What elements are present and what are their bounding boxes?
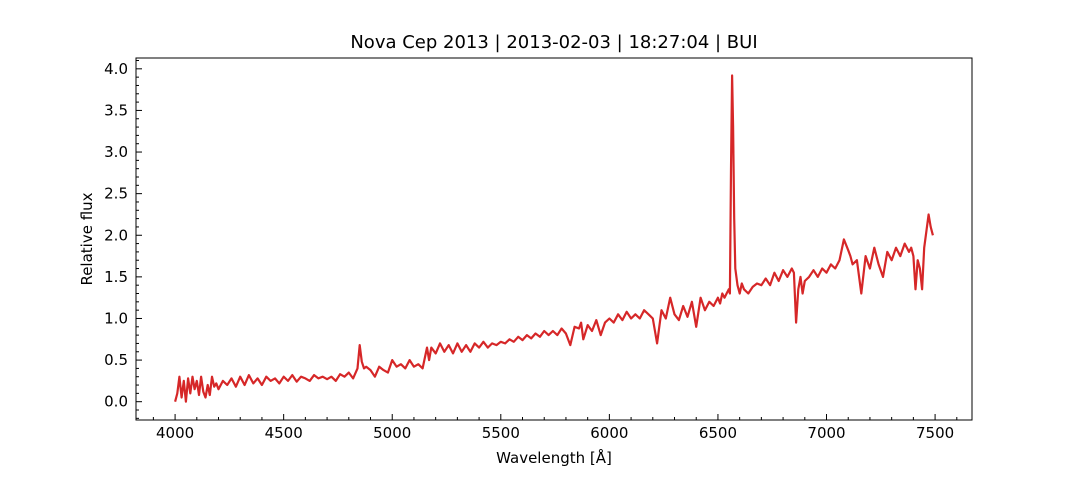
y-axis-label: Relative flux [78,192,96,285]
x-tick-label: 7500 [916,424,954,442]
x-tick-label: 4000 [156,424,194,442]
x-tick-label: 4500 [265,424,303,442]
y-tick-label: 3.5 [104,101,128,119]
chart-title: Nova Cep 2013 | 2013-02-03 | 18:27:04 | … [350,32,757,53]
y-tick-label: 1.0 [104,309,128,327]
x-tick-label: 7000 [807,424,845,442]
y-tick-label: 0.5 [104,351,128,369]
plot-frame [135,57,973,421]
x-axis-ticks: 4000 4500 5000 5500 6000 6500 7000 7500 [152,414,958,442]
x-tick-label: 6500 [699,424,737,442]
y-tick-label: 1.5 [104,268,128,286]
x-tick-label: 5500 [482,424,520,442]
x-tick-label: 5000 [373,424,411,442]
x-tick-label: 6000 [590,424,628,442]
y-tick-label: 3.0 [104,143,128,161]
y-tick-label: 0.0 [104,393,128,411]
y-tick-label: 2.5 [104,185,128,203]
y-tick-label: 4.0 [104,60,128,78]
spectrum-line [174,74,934,403]
x-axis-label: Wavelength [Å] [496,448,612,467]
y-tick-label: 2.0 [104,226,128,244]
y-axis-ticks: 0.0 0.5 1.0 1.5 2.0 2.5 3.0 3.5 4.0 [104,60,142,419]
